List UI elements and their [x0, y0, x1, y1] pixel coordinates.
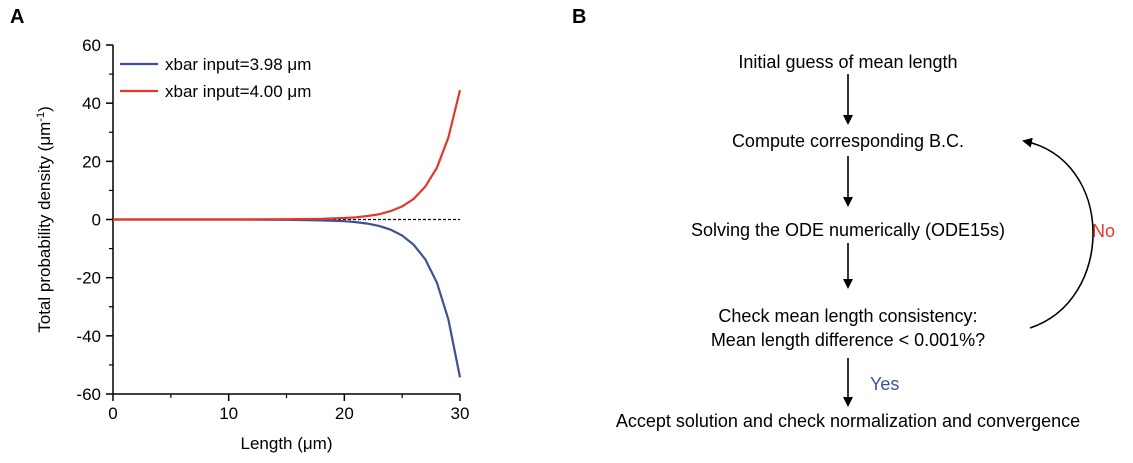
flow-step-check-line2: Mean length difference < 0.001%?	[710, 330, 986, 350]
yes-label: Yes	[870, 374, 900, 394]
legend-label-1: xbar input=3.98 μm	[165, 55, 311, 74]
y-axis-label: Total probability density (μm-1)	[35, 106, 54, 333]
x-axis-label: Length (μm)	[241, 434, 333, 453]
y-tick-label: -40	[76, 327, 101, 346]
no-label: No	[1092, 221, 1116, 241]
x-tick-label: 10	[219, 404, 238, 423]
flow-step-initial-guess: Initial guess of mean length	[738, 52, 958, 72]
flow-step-check-line1: Check mean length consistency:	[718, 306, 978, 326]
flow-step-solve-ode: Solving the ODE numerically (ODE15s)	[690, 220, 1006, 240]
x-tick-label: 30	[451, 404, 470, 423]
y-tick-label: 0	[92, 211, 101, 230]
legend-label-2: xbar input=4.00 μm	[165, 82, 311, 101]
line-chart: 60 40 20 0 -20 -40 -60 0 10 20 30 Length (μm) Total …	[35, 36, 470, 453]
y-tick-label: -20	[76, 269, 101, 288]
panel-a-letter: A	[10, 6, 25, 28]
flow-step-accept: Accept solution and check normalization …	[615, 411, 1081, 431]
x-tick-label: 0	[108, 404, 117, 423]
x-tick-label: 20	[335, 404, 354, 423]
y-tick-label: 20	[82, 152, 101, 171]
flow-step-compute-bc: Compute corresponding B.C.	[731, 131, 965, 151]
series-line-2	[113, 89, 462, 221]
panel-b-letter: B	[572, 6, 587, 28]
loop-arrow	[1022, 137, 1094, 329]
y-tick-label: 40	[82, 94, 101, 113]
y-tick-label: -60	[76, 385, 101, 404]
y-tick-label: 60	[82, 36, 101, 55]
